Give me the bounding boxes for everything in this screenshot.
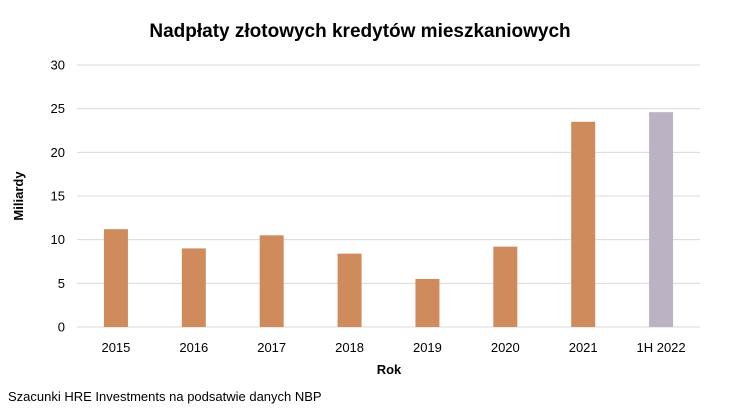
y-tick-label: 30 xyxy=(51,58,65,73)
x-axis-ticks: 2015 2016 2017 2018 2019 2020 2021 1H 2022 xyxy=(101,340,685,355)
bar-2021 xyxy=(571,121,596,328)
x-tick-label: 2015 xyxy=(101,340,130,355)
bar-2017 xyxy=(259,235,284,327)
y-tick-label: 5 xyxy=(58,276,65,291)
y-tick-label: 25 xyxy=(51,101,65,116)
y-tick-label: 10 xyxy=(51,232,65,247)
x-axis-title: Rok xyxy=(377,362,402,377)
x-tick-label: 2019 xyxy=(413,340,442,355)
y-axis-ticks: 0 5 10 15 20 25 30 xyxy=(51,58,65,335)
x-tick-label: 2016 xyxy=(179,340,208,355)
x-tick-label: 2017 xyxy=(257,340,286,355)
source-note: Szacunki HRE Investments na podsatwie da… xyxy=(8,389,322,404)
bar-2015 xyxy=(103,229,128,327)
y-axis-title: Miliardy xyxy=(11,171,26,221)
bar-1h-2022 xyxy=(649,112,674,327)
x-tick-label: 1H 2022 xyxy=(636,340,685,355)
x-tick-label: 2020 xyxy=(491,340,520,355)
x-tick-label: 2021 xyxy=(569,340,598,355)
bar-2016 xyxy=(181,248,206,327)
gridlines xyxy=(77,64,700,328)
bar-2019 xyxy=(415,278,440,327)
x-tick-label: 2018 xyxy=(335,340,364,355)
y-tick-label: 20 xyxy=(51,145,65,160)
y-tick-label: 0 xyxy=(58,320,65,335)
bar-2020 xyxy=(493,246,518,327)
chart-title: Nadpłaty złotowych kredytów mieszkaniowy… xyxy=(149,21,570,42)
bar-2018 xyxy=(337,253,362,327)
y-tick-label: 15 xyxy=(51,189,65,204)
bars xyxy=(103,112,674,328)
